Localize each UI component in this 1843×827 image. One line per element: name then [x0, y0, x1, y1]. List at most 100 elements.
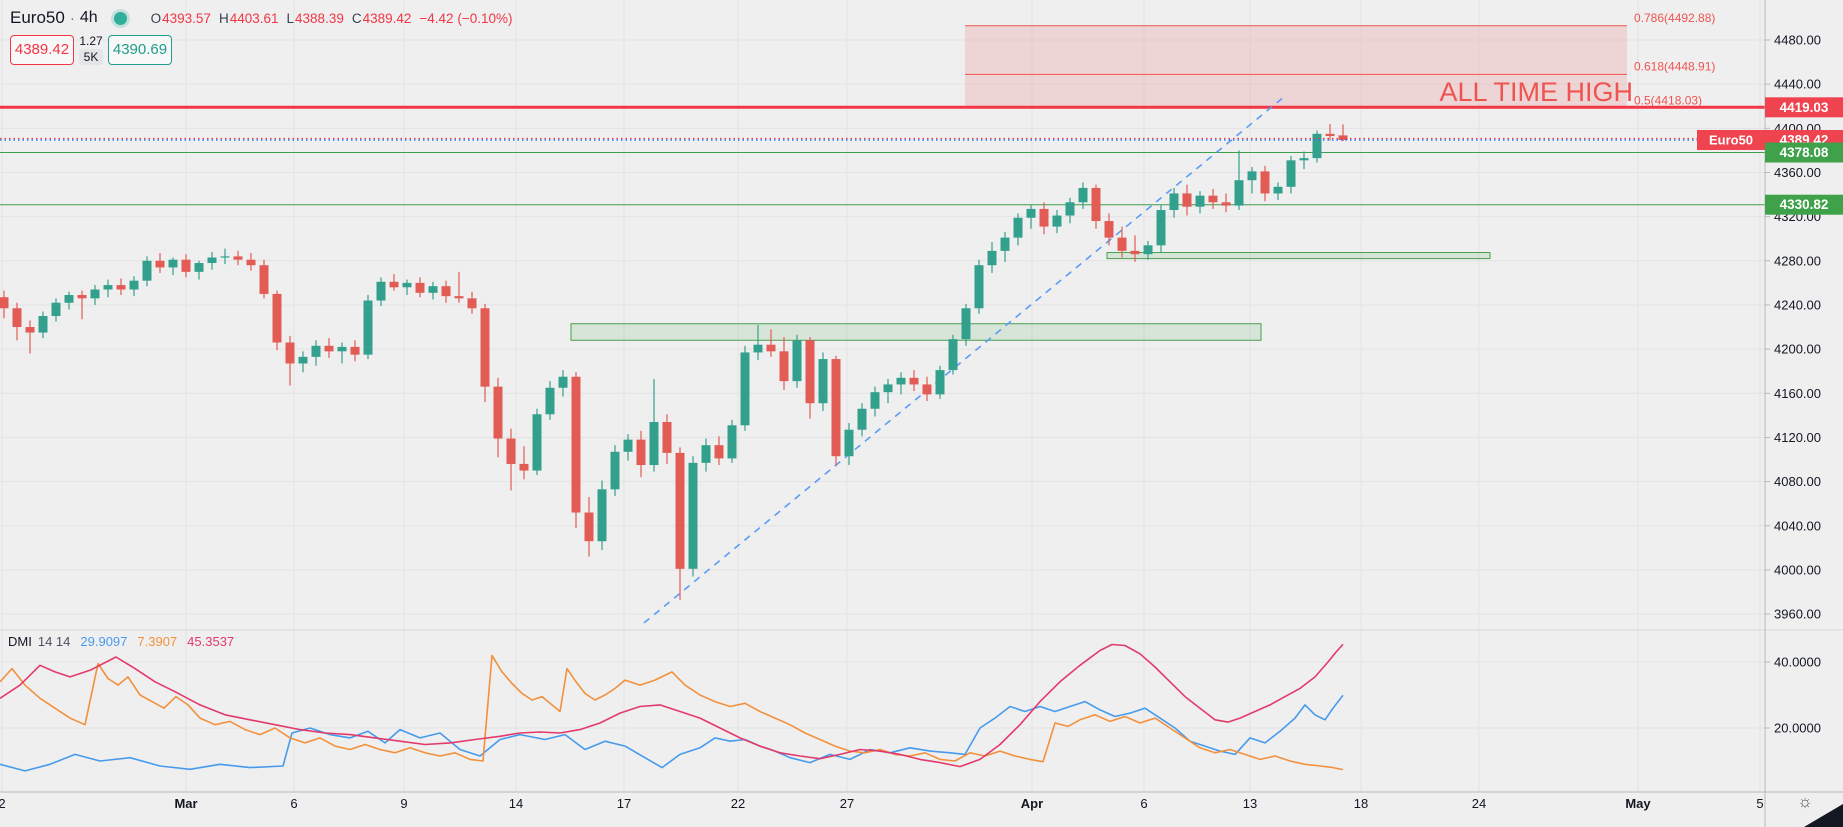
- dmi-minus-di-line: [0, 654, 1344, 771]
- candle-body: [1221, 202, 1231, 206]
- dmi-tick-label[interactable]: 20.0000: [1774, 721, 1821, 736]
- price-tick-label[interactable]: 3960.00: [1774, 607, 1821, 622]
- candle-body: [116, 285, 126, 290]
- dmi-indicator-legend[interactable]: DMI 14 14 29.9097 7.3907 45.3537: [8, 634, 234, 649]
- candle-body: [1026, 208, 1036, 218]
- candle-body: [662, 421, 672, 453]
- trendline[interactable]: [643, 97, 1283, 624]
- time-axis-label[interactable]: 2: [0, 796, 6, 811]
- price-tick-label[interactable]: 4360.00: [1774, 165, 1821, 180]
- candle-body: [948, 339, 958, 371]
- candle-body: [1325, 133, 1335, 137]
- candle-body: [1195, 195, 1205, 207]
- candle-body: [1117, 237, 1127, 251]
- dmi-name: DMI: [8, 634, 32, 649]
- price-tick-label[interactable]: 4240.00: [1774, 297, 1821, 312]
- candle-body: [870, 392, 880, 409]
- time-axis-label[interactable]: 27: [840, 796, 854, 811]
- candle-body: [324, 345, 334, 352]
- order-panel: 4389.42 1.27 5K 4390.69: [10, 34, 512, 65]
- price-tick-label[interactable]: 4440.00: [1774, 77, 1821, 92]
- candle-body: [701, 445, 711, 463]
- price-tick-label[interactable]: 4160.00: [1774, 386, 1821, 401]
- candle-body: [207, 257, 217, 264]
- candle-body: [545, 387, 555, 415]
- sell-button[interactable]: 4389.42: [10, 34, 74, 65]
- candle-body: [1169, 193, 1179, 211]
- all-time-high-label: ALL TIME HIGH: [1439, 77, 1633, 107]
- time-axis-label[interactable]: 5: [1756, 796, 1763, 811]
- buy-button[interactable]: 4390.69: [108, 34, 172, 65]
- candle-body: [350, 346, 360, 355]
- quantity-selector[interactable]: 5K: [78, 49, 104, 65]
- time-axis-label[interactable]: 24: [1472, 796, 1486, 811]
- price-tick-label[interactable]: 4120.00: [1774, 430, 1821, 445]
- candle-body: [103, 285, 113, 290]
- time-axis-label[interactable]: 6: [1140, 796, 1147, 811]
- candle-body: [1299, 158, 1309, 161]
- time-axis-label[interactable]: 6: [290, 796, 297, 811]
- candle-body: [90, 289, 100, 299]
- candle-body: [922, 384, 932, 395]
- time-axis-label[interactable]: 18: [1354, 796, 1368, 811]
- dmi-plus-di-line: [0, 694, 1344, 772]
- candle-body: [857, 408, 867, 430]
- price-tick-label[interactable]: 4000.00: [1774, 562, 1821, 577]
- candle-body: [779, 351, 789, 382]
- time-axis-label[interactable]: 13: [1243, 796, 1257, 811]
- candle-body: [1104, 221, 1114, 238]
- candle-body: [298, 356, 308, 364]
- candle-body: [467, 298, 477, 309]
- price-tick-label[interactable]: 4200.00: [1774, 342, 1821, 357]
- candle-body: [12, 308, 22, 328]
- time-axis-label[interactable]: 9: [400, 796, 407, 811]
- symbol-price-tag: [1697, 130, 1765, 151]
- dmi-plus-di-value: 29.9097: [80, 634, 128, 649]
- price-tick-label[interactable]: 4480.00: [1774, 33, 1821, 48]
- candle-body: [805, 340, 815, 404]
- price-tick-label[interactable]: 4280.00: [1774, 253, 1821, 268]
- candle-body: [974, 265, 984, 309]
- candle-body: [38, 316, 48, 333]
- candle-body: [1286, 160, 1296, 187]
- time-axis-label[interactable]: 14: [509, 796, 523, 811]
- candle-body: [1078, 187, 1088, 203]
- spread-value: 1.27: [79, 34, 103, 48]
- time-axis-label[interactable]: Mar: [174, 796, 197, 811]
- candle-body: [987, 250, 997, 266]
- time-axis-label[interactable]: 17: [617, 796, 631, 811]
- price-badge-value: 4330.82: [1780, 197, 1829, 212]
- candle-body: [194, 263, 204, 272]
- price-tick-label[interactable]: 4040.00: [1774, 518, 1821, 533]
- candle-body: [519, 463, 529, 471]
- price-tick-label[interactable]: 4080.00: [1774, 474, 1821, 489]
- time-axis-label[interactable]: 22: [731, 796, 745, 811]
- candle-body: [1052, 215, 1062, 227]
- time-axis-label[interactable]: May: [1625, 796, 1651, 811]
- support-zone-box: [1106, 252, 1491, 260]
- open-value: 4393.57: [162, 10, 211, 26]
- candle-body: [363, 300, 373, 355]
- candle-body: [1000, 237, 1010, 251]
- high-value: 4403.61: [229, 10, 279, 26]
- time-axis-label[interactable]: Apr: [1021, 796, 1043, 811]
- candle-body: [454, 296, 464, 299]
- candle-body: [818, 359, 828, 404]
- candle-body: [493, 386, 503, 439]
- dmi-minus-di-value: 7.3907: [137, 634, 178, 649]
- candle-body: [727, 425, 737, 459]
- settings-gear-icon[interactable]: ☼: [1797, 792, 1813, 811]
- timeframe-label[interactable]: 4h: [79, 9, 98, 26]
- candle-body: [740, 352, 750, 426]
- candle-body: [1260, 171, 1270, 194]
- candle-body: [909, 377, 919, 385]
- candle-body: [311, 345, 321, 357]
- candle-body: [1013, 217, 1023, 238]
- candle-body: [584, 512, 594, 542]
- symbol-name[interactable]: Euro50: [10, 8, 65, 27]
- price-badge: [1765, 194, 1843, 215]
- dmi-tick-label[interactable]: 40.0000: [1774, 655, 1821, 670]
- fib-level-label: 0.5(4418.03): [1634, 93, 1702, 107]
